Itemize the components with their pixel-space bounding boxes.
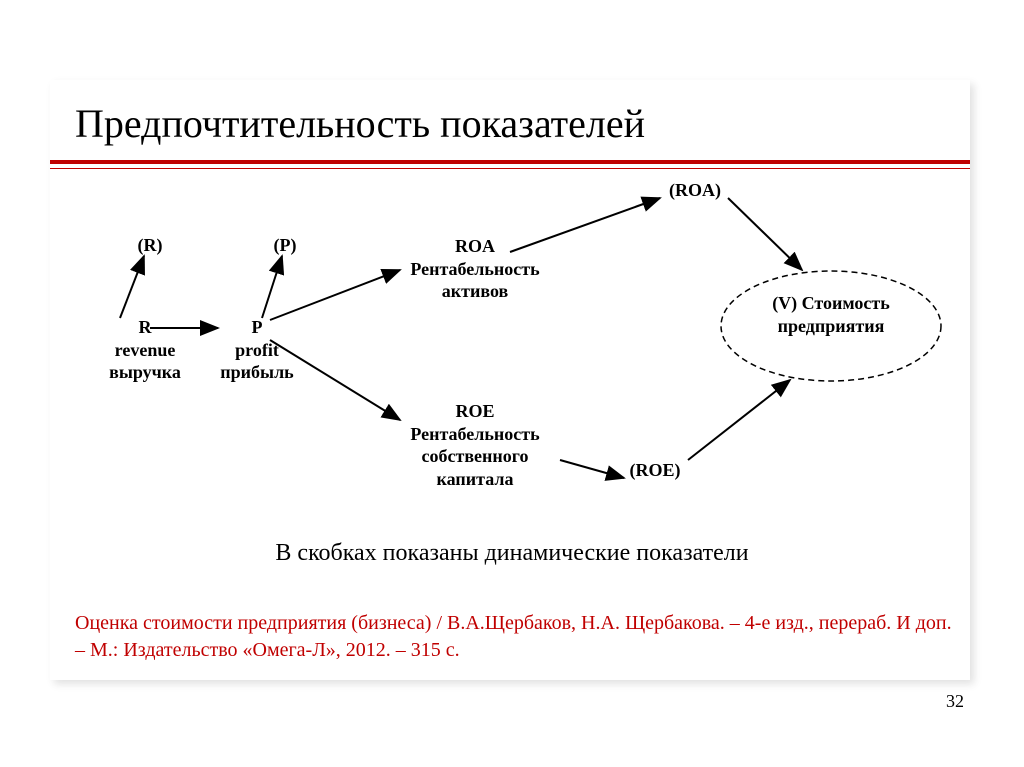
underline-thin	[50, 168, 970, 169]
citation-text: Оценка стоимости предприятия (бизнеса) /…	[75, 610, 955, 664]
node-enterprise-value: (V) Стоимость предприятия	[736, 292, 926, 337]
node-revenue-dyn: (R)	[130, 235, 170, 256]
node-roe-dyn: (ROE)	[620, 460, 690, 481]
underline-thick	[50, 160, 970, 164]
slide-title: Предпочтительность показателей	[75, 100, 645, 147]
diagram-caption: В скобках показаны динамические показате…	[0, 540, 1024, 567]
node-revenue: R revenue выручка	[100, 316, 190, 384]
node-profit-dyn: (P)	[265, 235, 305, 256]
slide-root: Предпочтительность показателей R revenue…	[0, 0, 1024, 767]
node-profit: P profit прибыль	[212, 316, 302, 384]
node-roa-dyn: (ROA)	[660, 180, 730, 201]
page-number: 32	[946, 691, 964, 712]
node-roe: ROE Рентабельность собственного капитала	[385, 400, 565, 490]
node-roa: ROA Рентабельность активов	[385, 235, 565, 303]
